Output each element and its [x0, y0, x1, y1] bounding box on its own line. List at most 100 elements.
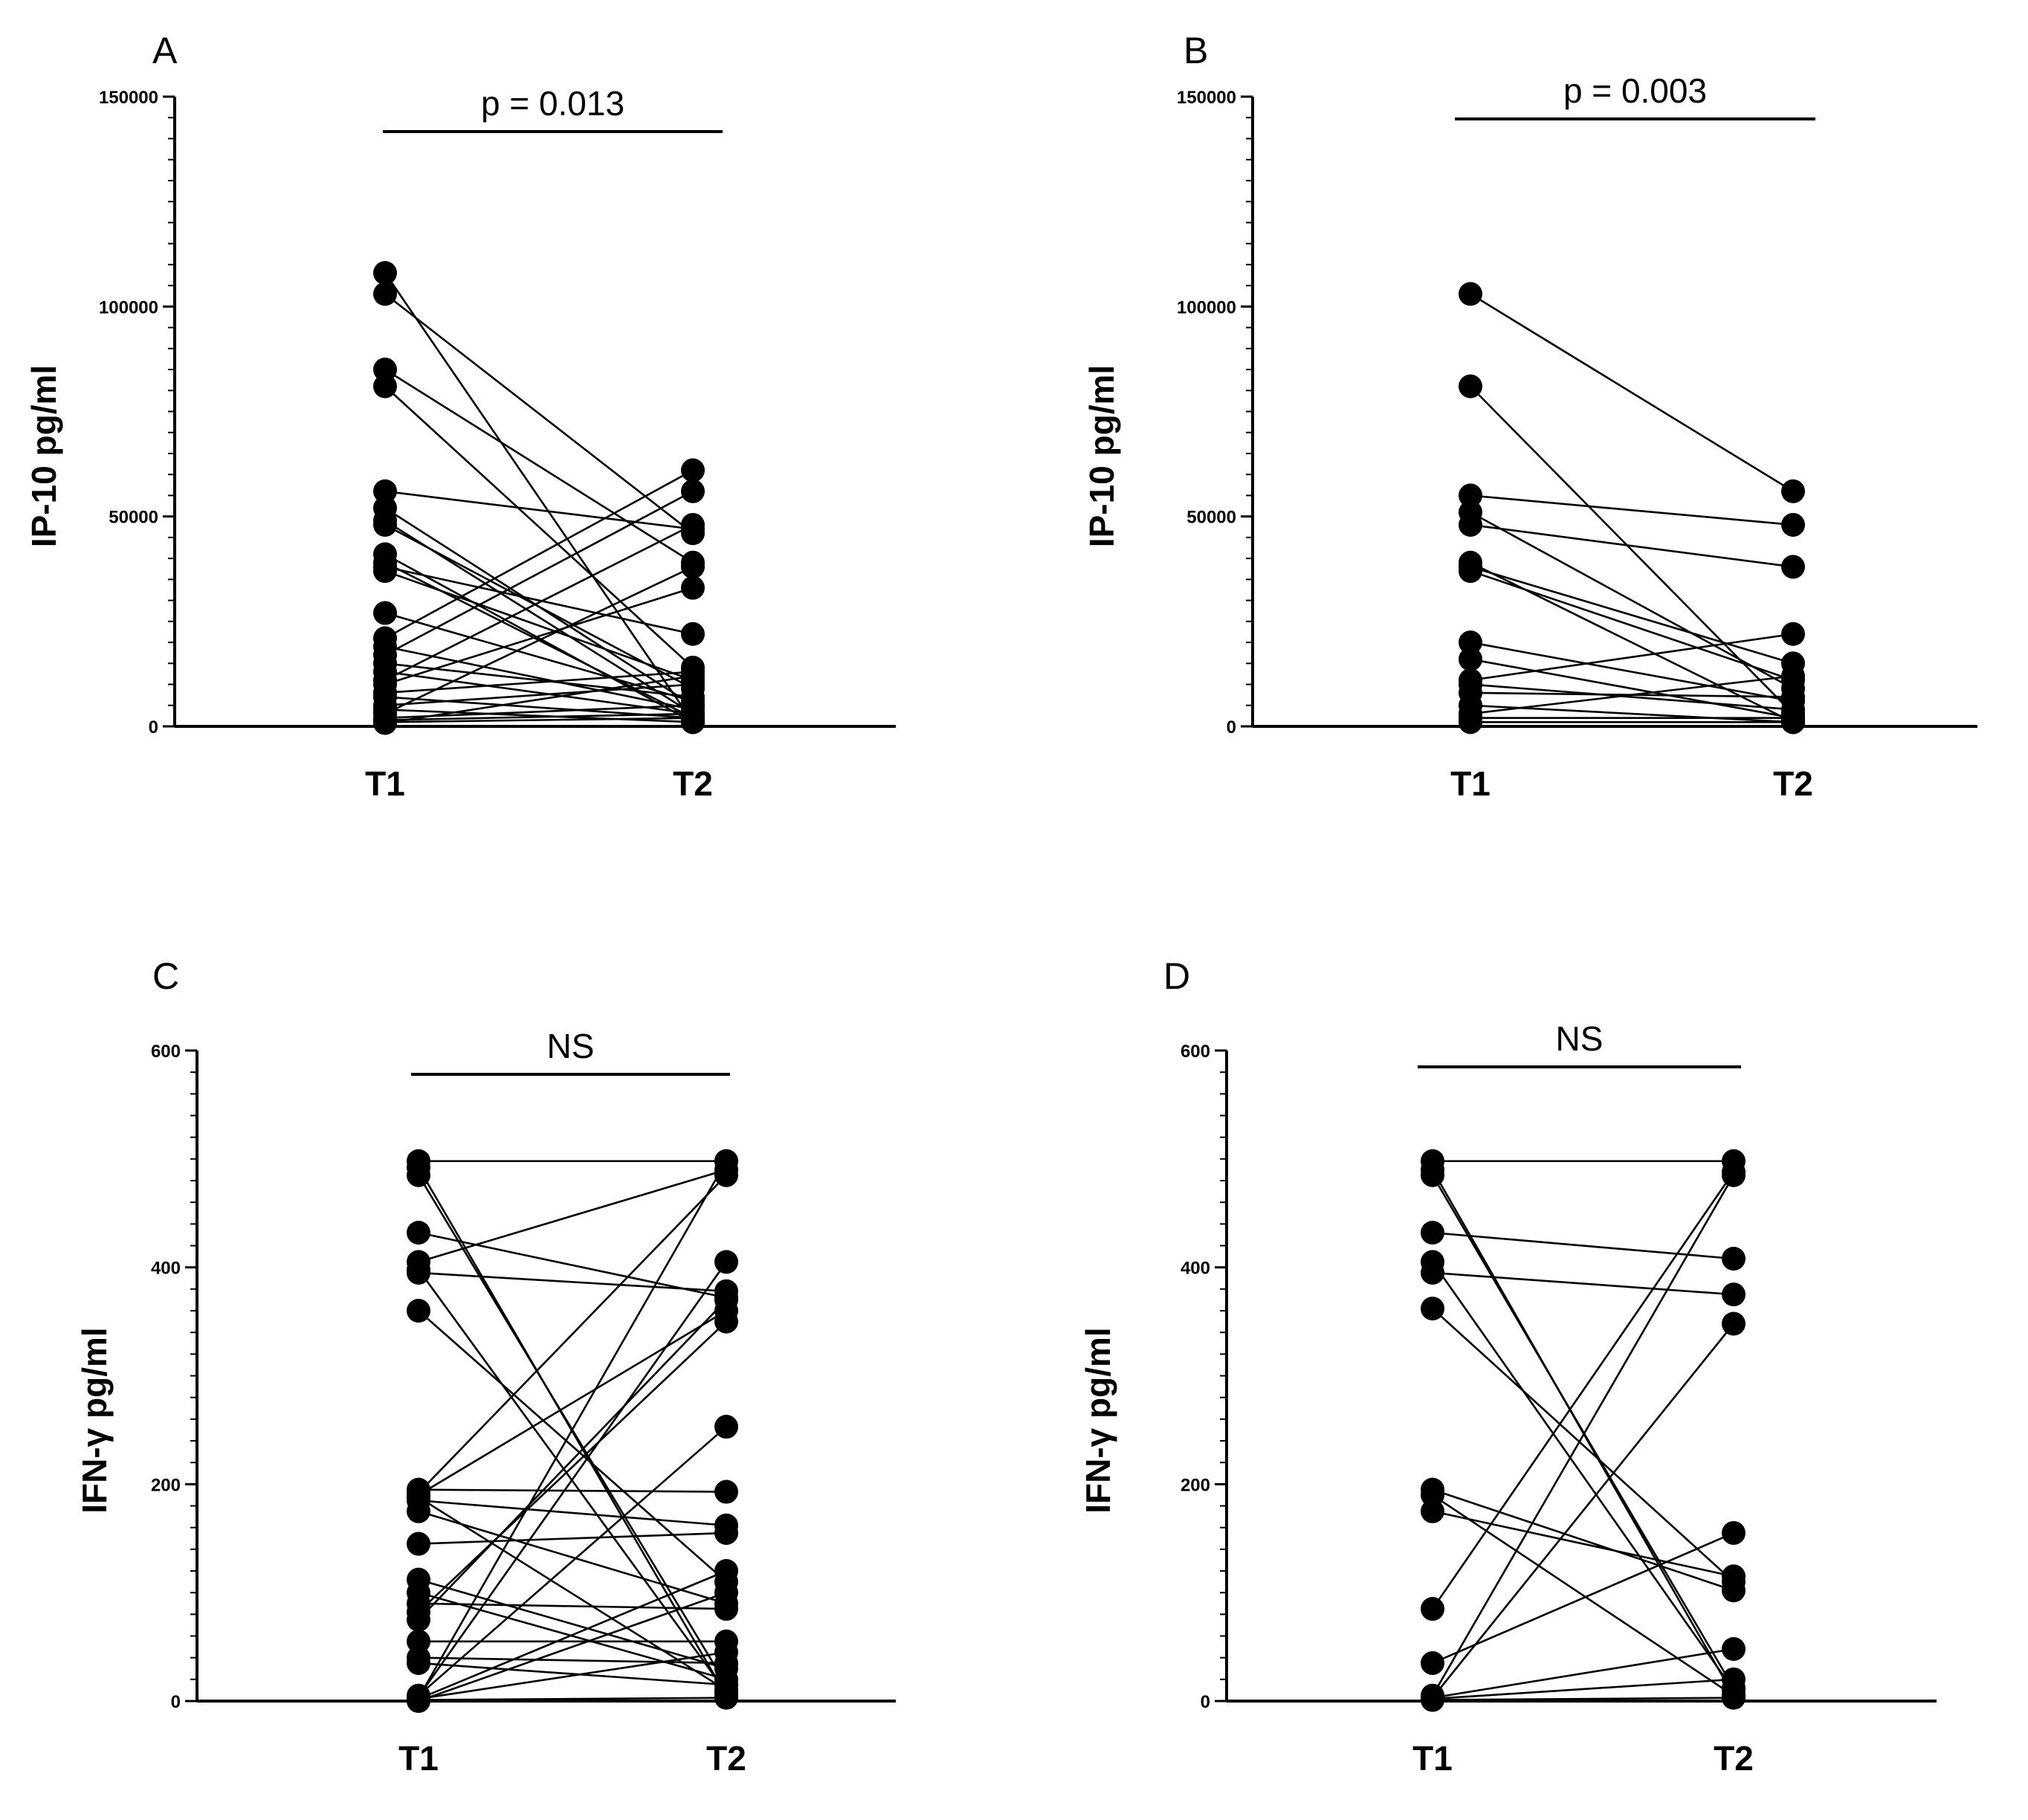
t2-point [714, 1597, 738, 1621]
pair-line [418, 1310, 727, 1583]
pair-line [1431, 1261, 1735, 1691]
pair-line [384, 587, 694, 685]
t2-point [681, 512, 705, 537]
y-tick-label: 200 [151, 1475, 181, 1495]
y-tick-label: 50000 [1186, 508, 1236, 528]
panel-letter: A [152, 30, 178, 71]
pair-line [384, 293, 694, 535]
t2-point [1781, 710, 1805, 735]
t2-point [681, 664, 705, 688]
y-tick-label: 50000 [109, 508, 158, 528]
pair-line [418, 1532, 727, 1545]
pair-line [384, 712, 694, 721]
t1-point [407, 1629, 430, 1653]
y-tick-label: 100000 [1177, 297, 1236, 317]
panel-a: A 0 50000 100000 150000 IP-10 pg/ml T1 T2 p = 0.… [25, 30, 896, 803]
t1-point [1459, 374, 1482, 398]
t1-point [1459, 630, 1482, 655]
t1-point [407, 1607, 430, 1632]
t1-point [373, 601, 397, 625]
pair-line [1470, 641, 1794, 703]
t2-point [1722, 1685, 1746, 1710]
significance-label: p = 0.013 [481, 84, 624, 123]
pair-line [418, 1231, 727, 1299]
panel-d: D 0 200 400 600 IFN-γ pg/ml T1 T2 NS [1079, 955, 1937, 1778]
pair-line [418, 1569, 727, 1700]
t2-point [1722, 1564, 1746, 1589]
t1-point [1421, 1482, 1444, 1507]
y-tick-label: 600 [1181, 1042, 1210, 1062]
t1-point [1459, 512, 1482, 537]
panel-b: B 0 50000 100000 150000 IP-10 pg/ml T1 T2 p = 0.… [1082, 30, 1977, 803]
pair-line [1432, 1532, 1734, 1665]
t1-point [407, 1532, 430, 1556]
t1-point [1421, 1597, 1444, 1621]
panel-letter: B [1183, 30, 1208, 71]
t1-point [407, 1260, 430, 1285]
t1-point [373, 479, 397, 503]
pair-line [418, 1169, 727, 1263]
t2-point [1781, 555, 1805, 579]
t2-point [681, 555, 705, 579]
t2-point [714, 1685, 738, 1710]
t2-point [1781, 685, 1805, 709]
pair-line [418, 1591, 727, 1703]
pair-line [384, 553, 694, 723]
pair-line [384, 490, 694, 656]
t1-point [373, 559, 397, 584]
t1-point [1421, 1650, 1444, 1675]
x-tick-label: T2 [706, 1739, 746, 1778]
pair-line [1432, 1697, 1734, 1701]
y-tick-label: 0 [149, 717, 158, 738]
pair-line [1432, 1678, 1734, 1700]
pair-line [1432, 1488, 1734, 1592]
pair-line [1470, 674, 1794, 715]
pair-line [1431, 1171, 1735, 1610]
y-tick-label: 150000 [99, 88, 158, 108]
pair-line [418, 1662, 727, 1686]
pair-line [1432, 1648, 1734, 1699]
panel-c: C 0 200 400 600 IFN-γ pg/ml T1 T2 NS [75, 955, 896, 1778]
x-tick-label: T2 [1714, 1739, 1754, 1778]
t2-point [681, 575, 705, 600]
t1-point [373, 711, 397, 735]
pair-line [418, 1299, 727, 1621]
pair-line [384, 469, 694, 639]
t2-point [714, 1581, 738, 1605]
t1-point [1421, 1260, 1444, 1285]
pair-line [418, 1496, 727, 1691]
t2-point [1781, 622, 1805, 646]
pair-line [1432, 1271, 1734, 1296]
y-axis-label: IP-10 pg/ml [25, 365, 63, 547]
y-tick-label: 400 [1181, 1259, 1210, 1279]
pair-line [1470, 683, 1794, 711]
pair-line [1431, 1175, 1735, 1697]
significance-label: p = 0.003 [1563, 71, 1707, 110]
pair-line [417, 1261, 728, 1697]
y-axis-label: IFN-γ pg/ml [1079, 1327, 1117, 1513]
t2-point [1722, 1163, 1746, 1187]
t2-point [714, 1559, 738, 1583]
t2-point [681, 706, 705, 730]
pair-line [418, 1697, 727, 1701]
t2-point [714, 1288, 738, 1312]
t1-point [407, 1650, 430, 1675]
t2-point [714, 1309, 738, 1334]
t1-point [373, 282, 397, 306]
t2-point [714, 1520, 738, 1545]
pair-line [1431, 1323, 1735, 1699]
y-tick-label: 0 [1201, 1692, 1210, 1712]
t2-point [1722, 1247, 1746, 1271]
significance-label: NS [1556, 1019, 1604, 1058]
t2-point [714, 1250, 738, 1274]
t1-point [373, 512, 397, 537]
pair-line [418, 1510, 727, 1604]
t1-point [1421, 1688, 1444, 1712]
pair-line [384, 385, 694, 668]
pair-line [384, 717, 694, 723]
y-tick-label: 100000 [99, 297, 158, 317]
t1-point [373, 261, 397, 285]
t1-point [1421, 1297, 1444, 1321]
x-tick-label: T1 [365, 764, 405, 803]
